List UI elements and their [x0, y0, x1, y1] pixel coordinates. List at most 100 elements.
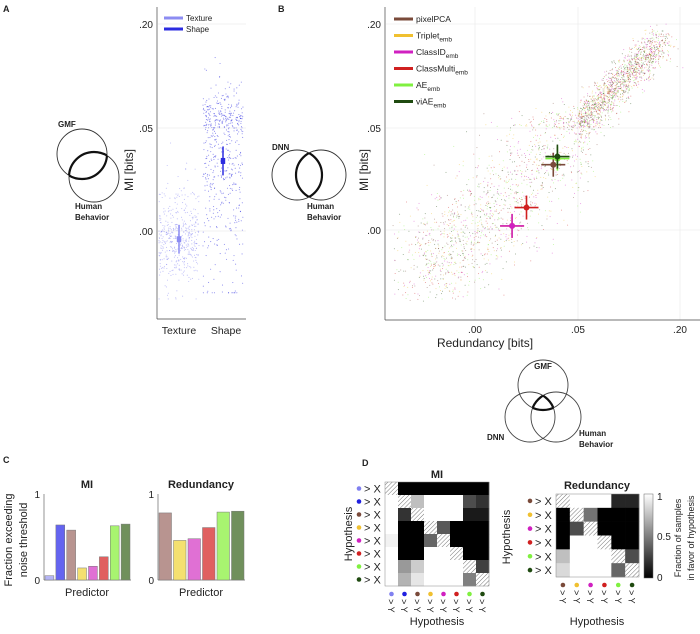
data-point-triplet	[639, 57, 641, 59]
data-point-pixelpca	[446, 194, 448, 196]
data-point-classid	[659, 43, 661, 45]
data-point-texture	[180, 242, 182, 244]
data-point-triplet	[567, 147, 569, 149]
data-point-classmulti	[601, 105, 603, 107]
data-point-classmulti	[639, 67, 641, 69]
data-point-texture	[159, 274, 161, 276]
data-point-pixelpca	[602, 79, 604, 81]
data-point-classmulti	[589, 125, 591, 127]
data-point-pixelpca	[664, 39, 666, 41]
data-point-ae	[555, 162, 557, 164]
data-point-classid	[493, 166, 495, 168]
data-point-pixelpca	[552, 102, 554, 104]
data-point-texture	[190, 234, 192, 236]
data-point-ae	[520, 198, 522, 200]
data-point-shape	[230, 229, 232, 231]
data-point-shape	[227, 131, 229, 133]
data-point-shape	[219, 210, 221, 212]
data-point-classmulti	[560, 116, 562, 118]
data-point-texture	[170, 217, 172, 219]
data-point-texture	[181, 208, 183, 210]
data-point-viae	[408, 230, 410, 232]
data-point-shape	[213, 127, 215, 129]
mi-matrix-cell	[437, 534, 451, 548]
data-point-ae	[646, 57, 648, 59]
data-point-classmulti	[622, 82, 624, 84]
data-point-classid	[658, 42, 660, 44]
data-point-ae	[474, 222, 476, 224]
data-point-viae	[601, 107, 603, 109]
data-point-pixelpca	[474, 281, 476, 283]
data-point-classid	[624, 57, 626, 59]
data-point-shape	[220, 214, 223, 216]
data-point-texture	[171, 260, 173, 262]
data-point-classid	[527, 177, 529, 179]
data-point-shape	[209, 160, 211, 162]
data-point-pixelpca	[617, 79, 619, 81]
data-point-triplet	[571, 111, 573, 113]
data-point-ae	[558, 198, 560, 200]
data-point-shape	[225, 226, 227, 228]
data-point-classid	[481, 196, 483, 198]
data-point-triplet	[460, 232, 462, 234]
data-point-triplet	[604, 86, 606, 88]
data-point-texture	[166, 233, 168, 235]
data-point-shape	[221, 95, 223, 97]
redundancy-matrix-row-dot	[527, 498, 533, 504]
data-point-classid	[590, 108, 592, 110]
data-point-shape	[234, 183, 236, 185]
data-point-texture	[192, 216, 194, 218]
data-point-classmulti	[604, 99, 606, 101]
data-point-shape	[231, 169, 234, 171]
data-point-classmulti	[555, 123, 557, 125]
data-point-shape	[210, 144, 212, 146]
data-point-triplet	[618, 75, 620, 77]
data-point-shape	[235, 227, 237, 229]
data-point-viae	[623, 79, 625, 81]
data-point-texture	[188, 226, 190, 228]
data-point-shape	[220, 191, 222, 193]
data-point-texture	[193, 225, 196, 227]
data-point-ae	[539, 159, 541, 161]
data-point-shape	[217, 119, 219, 121]
data-point-shape	[235, 119, 238, 121]
data-point-classmulti	[634, 60, 636, 62]
data-point-ae	[492, 222, 494, 224]
data-point-pixelpca	[493, 205, 495, 207]
data-point-ae	[407, 294, 409, 296]
data-point-shape	[223, 126, 225, 129]
data-point-shape	[220, 97, 223, 99]
data-point-classid	[609, 91, 611, 93]
data-point-shape	[232, 259, 234, 261]
data-point-viae	[458, 217, 460, 219]
redundancy-matrix-cell	[569, 507, 584, 522]
data-point-classmulti	[594, 83, 596, 85]
data-point-shape	[209, 111, 211, 113]
data-point-shape	[211, 147, 213, 149]
data-point-viae	[476, 264, 478, 266]
data-point-triplet	[650, 53, 652, 55]
venn-a-behavior-label: Behavior	[75, 213, 109, 222]
data-point-classid	[647, 38, 649, 40]
data-point-pixelpca	[444, 228, 446, 230]
data-point-viae	[455, 201, 457, 203]
data-point-classmulti	[662, 36, 664, 38]
data-point-ae	[457, 253, 459, 255]
data-point-texture	[167, 207, 169, 209]
mi-bar	[55, 524, 65, 581]
data-point-shape	[235, 172, 237, 174]
data-point-ae	[521, 173, 523, 175]
data-point-triplet	[457, 211, 459, 213]
data-point-viae	[620, 67, 622, 69]
data-point-pixelpca	[637, 68, 639, 70]
data-point-shape	[237, 123, 239, 125]
data-point-texture	[187, 265, 189, 267]
data-point-ae	[642, 92, 644, 94]
data-point-classid	[422, 237, 424, 239]
data-point-ae	[455, 226, 457, 228]
data-point-shape	[210, 268, 212, 270]
data-point-shape	[225, 121, 227, 123]
data-point-pixelpca	[510, 233, 512, 235]
data-point-shape	[232, 281, 234, 284]
data-point-ae	[563, 135, 565, 137]
